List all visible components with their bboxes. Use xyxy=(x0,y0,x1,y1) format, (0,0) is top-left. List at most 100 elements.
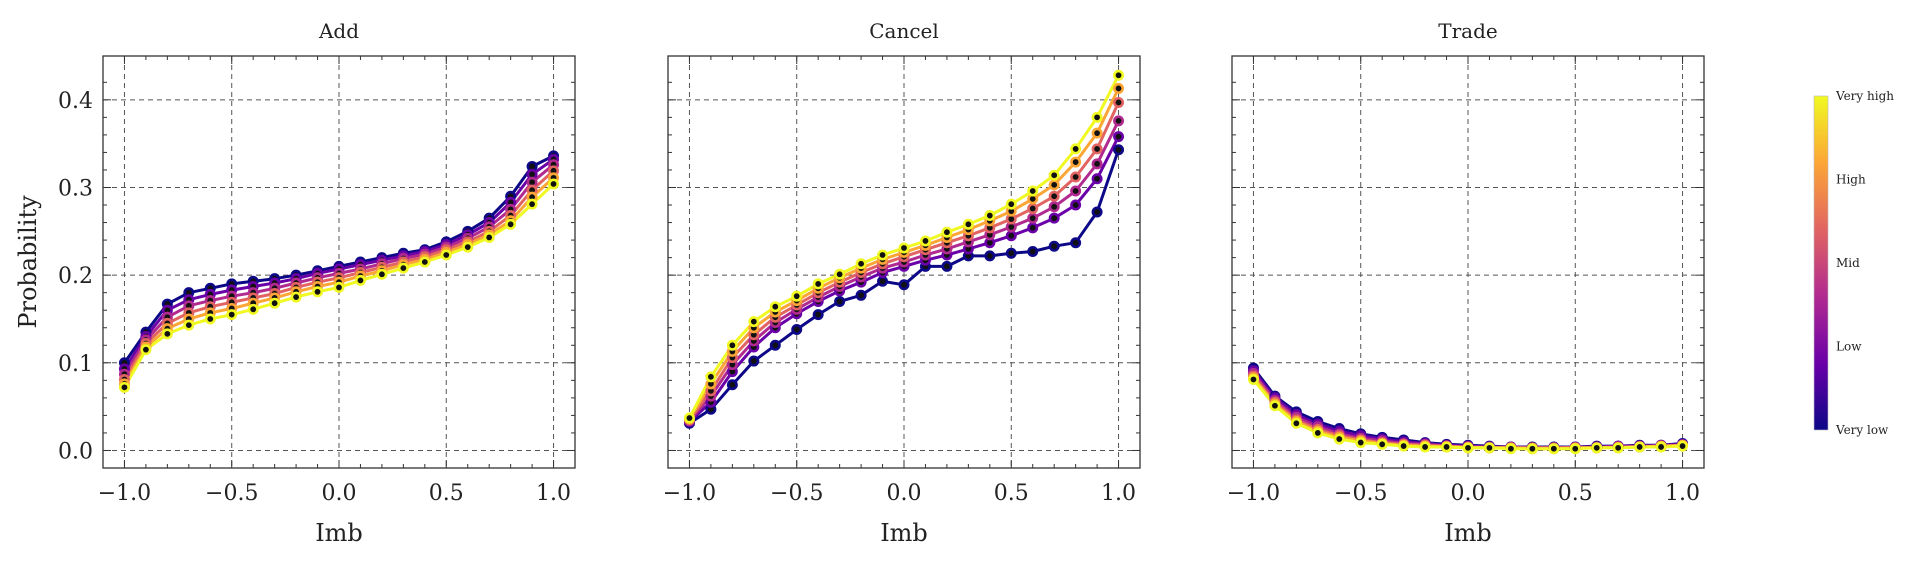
data-point xyxy=(1005,198,1017,210)
data-point xyxy=(962,218,974,230)
data-point xyxy=(791,323,803,335)
data-point xyxy=(941,260,953,272)
plot-frame xyxy=(102,55,576,469)
data-point xyxy=(505,218,517,230)
data-point xyxy=(683,412,695,424)
data-point xyxy=(726,379,738,391)
x-tick-label: 0.5 xyxy=(994,481,1029,506)
data-point xyxy=(941,226,953,238)
x-tick-label: −1.0 xyxy=(663,481,716,506)
x-tick-label: 0.5 xyxy=(429,481,464,506)
y-tick-label: 0.2 xyxy=(58,264,93,289)
x-tick-label: −1.0 xyxy=(98,481,151,506)
data-point xyxy=(1483,442,1495,454)
colorbar: Very high High Mid Low Very low xyxy=(1813,89,1894,437)
data-point xyxy=(1505,443,1517,455)
data-point xyxy=(726,339,738,351)
data-point xyxy=(1027,185,1039,197)
panel-title: Trade xyxy=(1438,19,1497,43)
data-point xyxy=(1113,96,1125,108)
data-point xyxy=(748,355,760,367)
data-point xyxy=(812,278,824,290)
data-point xyxy=(1070,199,1082,211)
y-tick-label: 0.4 xyxy=(58,89,93,114)
data-point xyxy=(1113,144,1125,156)
data-point xyxy=(1091,143,1103,155)
data-point xyxy=(1027,203,1039,215)
data-point xyxy=(1247,373,1259,385)
data-point xyxy=(1070,185,1082,197)
data-point xyxy=(898,279,910,291)
data-point xyxy=(419,256,431,268)
data-point xyxy=(1113,82,1125,94)
data-point xyxy=(791,290,803,302)
data-point xyxy=(984,250,996,262)
data-point xyxy=(333,281,345,293)
data-point xyxy=(1333,433,1345,445)
data-point xyxy=(748,316,760,328)
panel-add: Add −1.0 −0.5 0.0 0.5 1.0 Imb 0.0 0.1 0.2 0.3 0.4 Pr… xyxy=(14,19,576,547)
data-point xyxy=(1398,440,1410,452)
y-tick-label: 0.1 xyxy=(58,352,93,377)
panel-title: Cancel xyxy=(869,19,939,43)
data-point xyxy=(877,249,889,261)
data-point xyxy=(1441,441,1453,453)
data-point xyxy=(118,381,130,393)
x-axis-label: Imb xyxy=(315,519,363,547)
data-point xyxy=(1048,201,1060,213)
data-point xyxy=(354,274,366,286)
data-point xyxy=(376,268,388,280)
data-point xyxy=(769,301,781,313)
data-point xyxy=(877,275,889,287)
data-point xyxy=(855,289,867,301)
data-point xyxy=(919,235,931,247)
panel-title: Add xyxy=(318,19,359,43)
x-tick-label: 1.0 xyxy=(1665,481,1700,506)
plot-frame xyxy=(1231,55,1705,469)
x-tick-label: 1.0 xyxy=(536,481,571,506)
data-point xyxy=(1312,427,1324,439)
colorbar-label: Very high xyxy=(1835,89,1894,103)
data-point xyxy=(526,198,538,210)
x-tick-label: 0.0 xyxy=(887,481,922,506)
x-axis-label: Imb xyxy=(1444,519,1492,547)
data-point xyxy=(1070,156,1082,168)
data-point xyxy=(1548,443,1560,455)
data-point xyxy=(548,178,560,190)
colorbar-label: Mid xyxy=(1836,256,1860,270)
data-point xyxy=(1526,443,1538,455)
x-tick-label: −0.5 xyxy=(205,481,258,506)
data-point xyxy=(1091,206,1103,218)
data-point xyxy=(1113,115,1125,127)
y-axis-label: Probability xyxy=(14,195,42,329)
data-point xyxy=(1612,442,1624,454)
data-point xyxy=(462,241,474,253)
x-axis-label: Imb xyxy=(880,519,928,547)
data-point xyxy=(1113,69,1125,81)
data-point xyxy=(1634,441,1646,453)
data-point xyxy=(1048,240,1060,252)
data-point xyxy=(1070,237,1082,249)
data-point xyxy=(183,319,195,331)
data-point xyxy=(1048,169,1060,181)
data-point xyxy=(1048,190,1060,202)
panel-cancel: Cancel −1.0 −0.5 0.0 0.5 1.0 Imb xyxy=(663,19,1141,547)
data-point xyxy=(1005,247,1017,259)
data-point xyxy=(898,242,910,254)
x-tick-label: −0.5 xyxy=(770,481,823,506)
data-point xyxy=(1091,127,1103,139)
x-tick-label: −0.5 xyxy=(1334,481,1387,506)
data-point xyxy=(290,291,302,303)
data-point xyxy=(1569,443,1581,455)
data-point xyxy=(140,344,152,356)
data-point xyxy=(161,328,173,340)
x-tick-label: 0.5 xyxy=(1558,481,1593,506)
data-point xyxy=(440,249,452,261)
data-point xyxy=(705,371,717,383)
data-point xyxy=(269,297,281,309)
x-tick-label: −1.0 xyxy=(1227,481,1280,506)
colorbar-gradient xyxy=(1813,95,1829,431)
data-point xyxy=(1290,417,1302,429)
